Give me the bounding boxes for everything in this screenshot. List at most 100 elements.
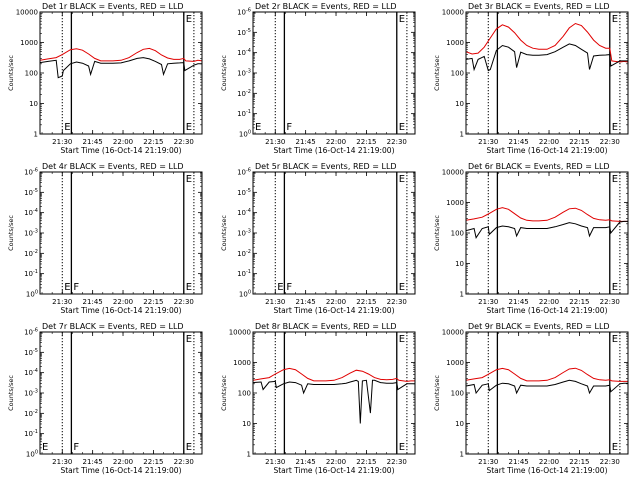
x-tick-label: 21:45 (296, 458, 316, 466)
x-axis-label: Start Time (16-Oct-14 21:19:00) (273, 466, 394, 475)
x-tick-label: 21:30 (265, 298, 285, 306)
plot-area (274, 172, 408, 294)
x-tick-label: 21:45 (509, 458, 529, 466)
x-tick-label: 22:15 (569, 138, 589, 146)
plot-area (274, 12, 408, 134)
y-tick-label: 1 (247, 451, 251, 459)
event-marker-e: E (612, 122, 618, 133)
x-tick-label: 21:30 (52, 298, 72, 306)
x-axis-label: Start Time (16-Oct-14 21:19:00) (486, 466, 607, 475)
y-tick-label: 10-3 (237, 229, 251, 238)
y-tick-label: 10-4 (24, 368, 38, 377)
event-marker-top: E (399, 174, 405, 185)
series-events-line (466, 220, 628, 239)
chart-title: Det 8r BLACK = Events, RED = LLD (255, 322, 397, 331)
chart-title: Det 6r BLACK = Events, RED = LLD (468, 162, 610, 171)
y-tick-label: 10000 (16, 9, 38, 17)
series-events-line (253, 379, 415, 424)
event-marker-top: E (399, 334, 405, 345)
event-marker-top: E (612, 334, 618, 345)
series-lld-line (466, 367, 628, 382)
y-tick-label: 10-5 (237, 188, 251, 197)
x-tick-label: 22:00 (539, 458, 559, 466)
y-tick-label: 10-5 (24, 188, 38, 197)
chart-panel-5: Det 5r BLACK = Events, RED = LLD 100 10-1 1… (220, 162, 416, 315)
x-tick-label: 21:30 (52, 458, 72, 466)
x-axis-label: Start Time (16-Oct-14 21:19:00) (273, 306, 394, 315)
y-tick-label: 10-2 (24, 249, 38, 258)
x-axis-label: Start Time (16-Oct-14 21:19:00) (60, 146, 181, 155)
x-tick-label: 22:15 (356, 138, 376, 146)
event-marker-e: E (612, 442, 618, 453)
plot-frame (252, 331, 416, 455)
event-marker-e: E (186, 122, 192, 133)
plot-area (61, 332, 195, 454)
chart-title: Det 2r BLACK = Events, RED = LLD (255, 2, 397, 11)
series-lld-line (466, 22, 628, 63)
y-axis-label: Counts/sec (220, 375, 228, 411)
plot-frame (39, 11, 203, 135)
y-tick-label: 10-5 (24, 348, 38, 357)
chart-title: Det 1r BLACK = Events, RED = LLD (42, 2, 184, 11)
y-tick-label: 1000 (446, 199, 464, 207)
x-tick-label: 21:30 (265, 138, 285, 146)
event-marker-top: E (399, 14, 405, 25)
event-marker-top: E (186, 334, 192, 345)
plot-area (40, 12, 202, 134)
y-tick-label: 10000 (229, 329, 251, 337)
chart-panel-9: Det 9r BLACK = Events, RED = LLD 1 10 100 10… (433, 322, 629, 475)
x-tick-label: 21:30 (478, 298, 498, 306)
plot-frame (252, 171, 416, 295)
plot-frame (39, 171, 203, 295)
y-tick-label: 10-3 (24, 229, 38, 238)
y-tick-label: 10000 (442, 329, 464, 337)
chart-panel-2: Det 2r BLACK = Events, RED = LLD 100 10-1 1… (220, 2, 416, 155)
y-tick-label: 1 (460, 451, 464, 459)
y-tick-label: 100 (26, 290, 38, 299)
y-tick-label: 10-3 (237, 69, 251, 78)
x-tick-label: 22:30 (600, 298, 620, 306)
chart-panel-8: Det 8r BLACK = Events, RED = LLD 1 10 100 10… (220, 322, 416, 475)
y-axis-label: Counts/sec (433, 215, 441, 251)
y-tick-label: 10-6 (24, 328, 38, 337)
event-marker-e: E (186, 282, 192, 293)
x-tick-label: 21:30 (265, 458, 285, 466)
y-tick-label: 100 (25, 70, 38, 78)
plot-area (253, 332, 415, 454)
x-tick-label: 22:00 (326, 138, 346, 146)
chart-title: Det 4r BLACK = Events, RED = LLD (42, 162, 184, 171)
x-tick-label: 21:45 (83, 458, 103, 466)
y-tick-label: 10-4 (237, 208, 251, 217)
chart-panel-4: Det 4r BLACK = Events, RED = LLD 100 10-1 1… (7, 162, 203, 315)
x-tick-label: 21:45 (83, 298, 103, 306)
chart-title: Det 7r BLACK = Events, RED = LLD (42, 322, 184, 331)
event-marker-f: F (73, 282, 79, 293)
y-tick-label: 10-2 (237, 89, 251, 98)
y-axis-label: Counts/sec (433, 375, 441, 411)
event-marker-e: E (399, 282, 405, 293)
y-axis-label: Counts/sec (7, 55, 15, 91)
event-marker-top: E (186, 14, 192, 25)
x-tick-label: 22:30 (387, 458, 407, 466)
event-marker-e: E (612, 282, 618, 293)
x-tick-label: 22:30 (387, 298, 407, 306)
event-marker-top: E (612, 14, 618, 25)
x-tick-label: 21:30 (478, 458, 498, 466)
plot-frame (39, 331, 203, 455)
x-tick-label: 21:45 (509, 298, 529, 306)
y-tick-label: 10-5 (237, 28, 251, 37)
x-tick-label: 22:30 (174, 458, 194, 466)
y-tick-label: 1000 (446, 359, 464, 367)
x-axis-label: Start Time (16-Oct-14 21:19:00) (60, 466, 181, 475)
y-tick-label: 10000 (442, 9, 464, 17)
x-tick-label: 22:00 (539, 138, 559, 146)
y-tick-label: 10-2 (237, 249, 251, 258)
x-tick-label: 22:15 (569, 298, 589, 306)
x-axis-label: Start Time (16-Oct-14 21:19:00) (486, 306, 607, 315)
plot-frame (252, 11, 416, 135)
x-tick-label: 22:15 (356, 298, 376, 306)
chart-title: Det 9r BLACK = Events, RED = LLD (468, 322, 610, 331)
y-tick-label: 10-4 (24, 208, 38, 217)
x-tick-label: 21:45 (296, 298, 316, 306)
